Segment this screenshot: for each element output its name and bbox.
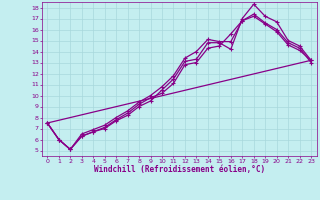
X-axis label: Windchill (Refroidissement éolien,°C): Windchill (Refroidissement éolien,°C) bbox=[94, 165, 265, 174]
